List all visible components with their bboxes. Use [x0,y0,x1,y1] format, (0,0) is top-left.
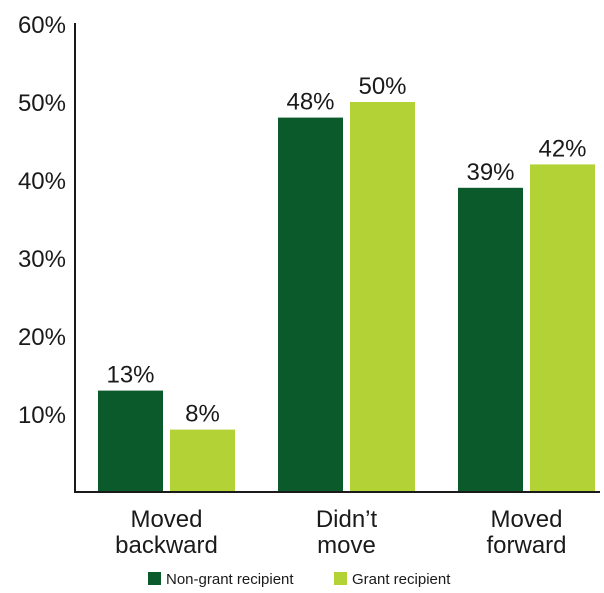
bar-grant-0 [170,429,235,492]
bar-value-label: 42% [538,135,586,162]
y-tick-label: 10% [18,402,66,429]
legend-label-non-grant: Non-grant recipient [166,571,294,588]
bar-group [98,102,595,493]
x-axis-labels: Moved backward Didn’t move Moved forward [115,506,566,559]
bar-value-label: 39% [466,159,514,186]
bar-value-label: 8% [185,401,220,428]
legend-swatch-grant [334,572,347,585]
y-tick-label: 60% [18,12,66,39]
bar-grant-2 [530,164,595,492]
category-label: Moved forward [486,506,566,559]
bar-grant-1 [350,102,415,492]
category-label: Moved backward [115,506,218,559]
bar-value-label: 13% [106,362,154,389]
legend-swatch-non-grant [148,572,161,585]
y-tick-label: 40% [18,168,66,195]
y-tick-label: 20% [18,324,66,351]
category-label: Didn’t move [316,506,378,559]
y-axis-ticks: 60% 50% 40% 30% 20% 10% [18,12,66,429]
y-tick-label: 30% [18,246,66,273]
bar-value-label: 48% [286,89,334,116]
bar-non-grant-1 [278,117,343,492]
bar-non-grant-0 [98,390,163,492]
legend-label-grant: Grant recipient [352,571,451,588]
y-tick-label: 50% [18,90,66,117]
bar-value-label: 50% [358,73,406,100]
legend: Non-grant recipient Grant recipient [148,571,451,588]
data-labels: 13% 48% 39% 8% 50% 42% [106,73,586,428]
bar-non-grant-2 [458,187,523,493]
